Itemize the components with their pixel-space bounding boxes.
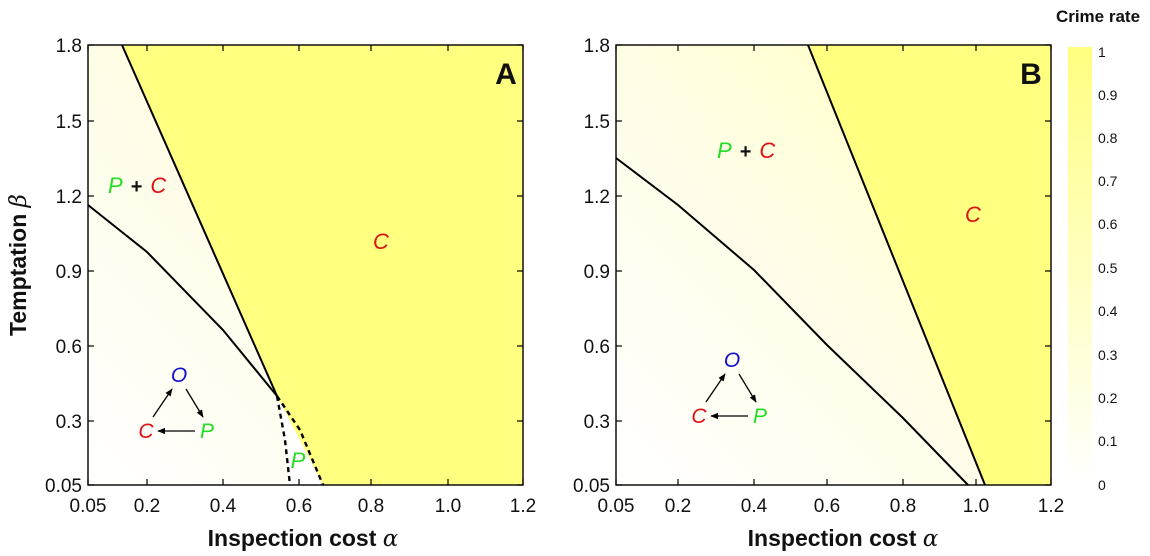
panel-b-node-o: O xyxy=(724,349,740,372)
colorbar-tick-label: 1 xyxy=(1098,44,1106,60)
panel-a-arrow-o-to-p xyxy=(185,388,204,418)
panel-a-xticks xyxy=(87,45,524,485)
panel-a-xtick-label: 0.4 xyxy=(210,496,237,517)
panel-a-xtick-label: 0.05 xyxy=(70,496,107,517)
colorbar-gradient xyxy=(1068,47,1092,485)
panel-b-yticks xyxy=(616,44,1051,486)
panel-b-region-c-fill xyxy=(808,45,1051,485)
panel-a-boundary-p-left xyxy=(275,395,292,486)
panel-b-xtick-label: 0.05 xyxy=(598,496,635,517)
panel-a-ytick-label: 1.8 xyxy=(56,36,82,57)
colorbar: Crime rate 0 0.1 0.2 0.3 0.4 0.5 0.6 0.7… xyxy=(1056,7,1140,493)
panel-a-letter: A xyxy=(495,58,517,91)
panel-b-cycle-diagram: O C P xyxy=(691,349,767,428)
panel-b-xtick-label: 1.2 xyxy=(1038,496,1064,517)
panel-a-ytick-label: 0.9 xyxy=(56,262,82,283)
panel-a-xtick-label: 1.2 xyxy=(510,496,536,517)
panel-b-xtick-label: 0.4 xyxy=(741,496,768,517)
panel-a-ytick-label: 0.3 xyxy=(56,412,82,433)
panel-b-node-c: C xyxy=(691,405,707,428)
panel-a-node-p: P xyxy=(200,420,214,443)
panel-b-ytick-label: 0.05 xyxy=(573,476,610,497)
panel-b-letter: B xyxy=(1020,58,1042,91)
panel-b-ytick-label: 1.2 xyxy=(584,187,610,208)
panel-a-plot-frame xyxy=(87,44,524,486)
colorbar-tick-label: 0.4 xyxy=(1098,303,1118,319)
panel-a-ytick-label: 0.05 xyxy=(45,476,82,497)
panel-a-yticks xyxy=(88,44,523,486)
ylabel: Temptation β xyxy=(5,194,32,336)
panel-b-region-label-c: C xyxy=(965,202,981,227)
panel-b-xtick-label: 0.2 xyxy=(665,496,691,517)
panel-b-node-p: P xyxy=(753,405,767,428)
colorbar-tick-label: 0.8 xyxy=(1098,130,1118,146)
panel-b: 0.05 0.3 0.6 0.9 1.2 1.5 1.8 0.05 0.2 0.… xyxy=(573,36,1064,552)
colorbar-title: Crime rate xyxy=(1056,7,1140,26)
panel-a-region-label-p: P xyxy=(291,448,306,473)
panel-b-region-label-pc: P + C xyxy=(717,138,775,163)
panel-a-heatmap xyxy=(88,45,523,485)
panel-b-ytick-label: 0.3 xyxy=(584,412,610,433)
panel-b-xtick-label: 1.0 xyxy=(963,496,989,517)
panel-a-ytick-label: 1.5 xyxy=(56,112,82,133)
panel-a-xtick-label: 0.8 xyxy=(358,496,384,517)
panel-b-ytick-label: 1.8 xyxy=(584,36,610,57)
colorbar-tick-label: 0 xyxy=(1098,477,1106,493)
panel-b-xtick-label: 0.6 xyxy=(814,496,840,517)
panel-b-arrow-o-to-p xyxy=(738,373,757,403)
panel-b-ytick-label: 0.9 xyxy=(584,262,610,283)
panel-a-xtick-label: 1.0 xyxy=(435,496,461,517)
panel-b-ytick-label: 0.6 xyxy=(584,337,610,358)
colorbar-tick-label: 0.3 xyxy=(1098,347,1118,363)
panel-b-boundary-lower xyxy=(615,157,969,486)
colorbar-tick-label: 0.7 xyxy=(1098,173,1118,189)
panel-b-ytick-label: 1.5 xyxy=(584,112,610,133)
colorbar-tick-label: 0.9 xyxy=(1098,87,1118,103)
panel-a-region-label-c: C xyxy=(373,229,389,254)
panel-a-boundary-p-right xyxy=(276,395,325,486)
panel-a-node-c: C xyxy=(138,420,154,443)
panel-a-ytick-label: 1.2 xyxy=(56,187,82,208)
panel-a-region-label-pc: P + C xyxy=(108,173,166,198)
panel-a-region-c-fill xyxy=(122,45,523,485)
panel-a-boundary-c xyxy=(121,44,278,397)
panel-a: 0.05 0.3 0.6 0.9 1.2 1.5 1.8 0.05 0.2 0.… xyxy=(45,36,536,552)
panel-b-xticks xyxy=(615,45,1052,485)
panel-a-xlabel: Inspection cost α xyxy=(208,525,399,552)
panel-b-arrow-c-to-o xyxy=(705,373,726,403)
panel-a-xtick-label: 0.6 xyxy=(286,496,312,517)
panel-a-cycle-diagram: O C P xyxy=(138,364,214,443)
panel-b-boundary-c xyxy=(807,44,986,486)
panel-b-heatmap xyxy=(616,45,1051,485)
colorbar-tick-label: 0.5 xyxy=(1098,260,1118,276)
colorbar-tick-label: 0.6 xyxy=(1098,216,1118,232)
panel-a-boundary-lower xyxy=(87,204,278,397)
colorbar-tick-label: 0.2 xyxy=(1098,390,1118,406)
panel-b-xtick-label: 0.8 xyxy=(890,496,916,517)
colorbar-tick-label: 0.1 xyxy=(1098,433,1118,449)
panel-b-plot-frame xyxy=(615,44,1052,486)
panel-a-ytick-label: 0.6 xyxy=(56,337,82,358)
panel-a-node-o: O xyxy=(171,364,187,387)
panel-a-xtick-label: 0.2 xyxy=(134,496,160,517)
panel-a-arrow-c-to-o xyxy=(152,388,173,418)
panel-b-xlabel: Inspection cost α xyxy=(748,525,939,552)
